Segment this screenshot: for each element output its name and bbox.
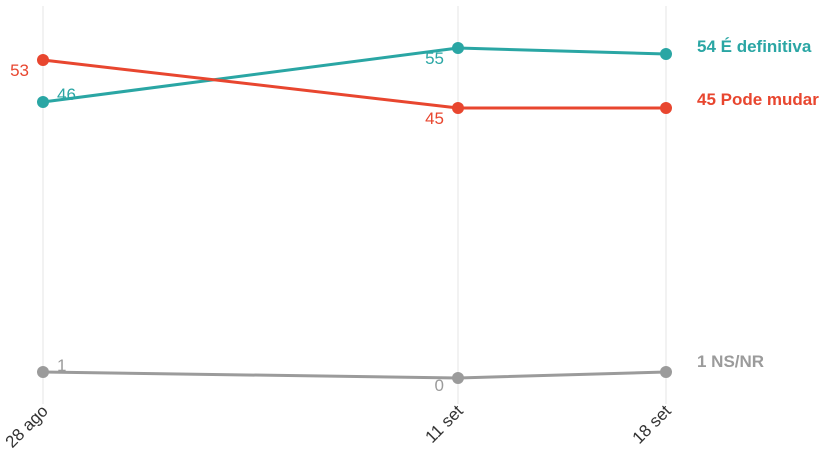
label-layer: 46 55 54 É definitiva 53 45 45 Pode mudar 1 0 1 …	[10, 37, 819, 395]
series-line-pode-mudar	[41, 58, 668, 110]
x-tick-label: 28 ago	[2, 401, 52, 451]
series-layer	[37, 42, 672, 384]
series-end-label: 45 Pode mudar	[697, 90, 819, 109]
x-axis: 28 ago 11 set 18 set	[2, 401, 675, 451]
x-tick-label: 18 set	[629, 401, 675, 447]
data-label: 55	[425, 49, 444, 68]
data-point	[37, 366, 49, 378]
data-label: 0	[435, 376, 444, 395]
series-line-definitiva	[41, 46, 668, 104]
grid-layer	[42, 6, 667, 404]
data-point	[37, 54, 49, 66]
series-end-label: 54 É definitiva	[697, 37, 812, 56]
data-point	[37, 96, 49, 108]
data-label: 53	[10, 61, 29, 80]
data-point	[660, 366, 672, 378]
series-end-label: 1 NS/NR	[697, 352, 764, 371]
data-point	[660, 102, 672, 114]
x-tick-label: 11 set	[422, 401, 467, 446]
series-line-ns-nr	[41, 370, 668, 380]
data-point	[452, 102, 464, 114]
data-point	[452, 372, 464, 384]
data-label: 45	[425, 109, 444, 128]
data-label: 46	[57, 85, 76, 104]
data-point	[660, 48, 672, 60]
data-point	[452, 42, 464, 54]
data-label: 1	[57, 356, 66, 375]
